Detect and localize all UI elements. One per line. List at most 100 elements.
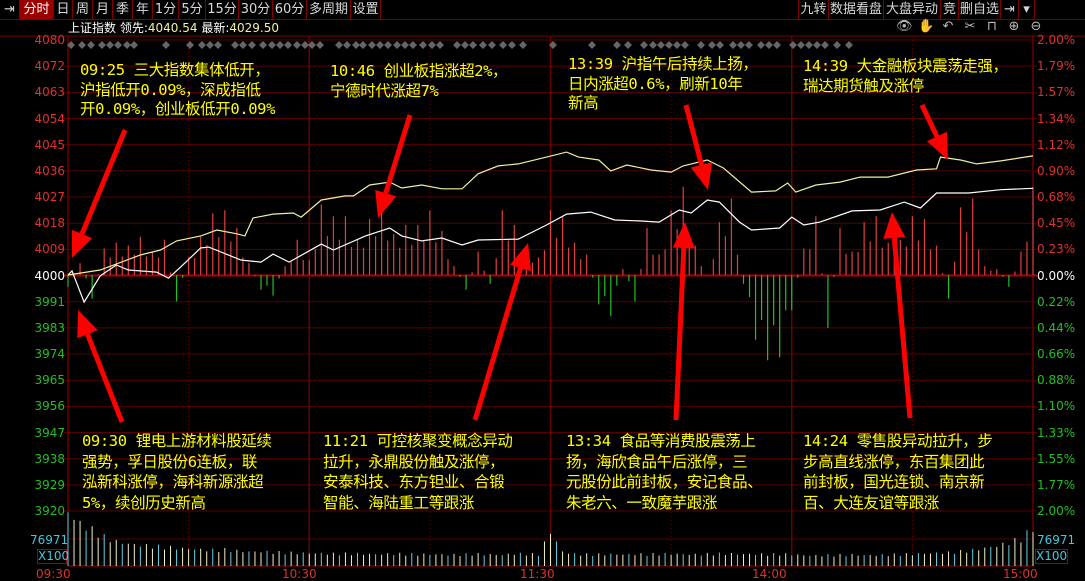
- annotation-line: 朱老六、一致魔芋跟涨: [566, 493, 718, 512]
- annotation-line: 前封板，国光连锁、南京新: [803, 473, 985, 491]
- price-axis-label: 3920: [34, 504, 65, 519]
- event-marker-diamond: [87, 41, 95, 49]
- event-marker-diamond: [428, 41, 436, 49]
- tab-1min[interactable]: 1分: [153, 0, 179, 19]
- percent-axis-label: 0.68%: [1037, 190, 1076, 205]
- annotation-line: 11:21 可控核聚变概念异动: [323, 432, 513, 450]
- lead-line: [67, 151, 1034, 276]
- zoom-in-icon[interactable]: ⊕: [1008, 19, 1020, 34]
- price-axis-label: 4072: [34, 59, 65, 74]
- arrow-head: [375, 189, 397, 218]
- pin-icon[interactable]: ⇥: [1001, 0, 1019, 19]
- scissors-icon[interactable]: ✂: [964, 19, 976, 34]
- event-marker-diamond: [376, 41, 384, 49]
- event-marker-diamond: [284, 41, 292, 49]
- arrow-shaft: [683, 104, 704, 166]
- percent-axis-label: 1.10%: [1037, 399, 1076, 414]
- annotation-arrow: [77, 310, 125, 423]
- tab-60min[interactable]: 60分: [273, 0, 307, 19]
- event-marker-diamond: [123, 41, 131, 49]
- tab-15min[interactable]: 15分: [206, 0, 239, 19]
- price-axis-label: 4063: [34, 85, 65, 100]
- price-axis-label: 4045: [34, 137, 65, 152]
- event-marker-diamond: [401, 41, 409, 49]
- event-marker-diamond: [436, 41, 444, 49]
- annotation-line: 瑞达期货触及涨停: [803, 76, 924, 95]
- tab-month[interactable]: 月: [93, 0, 113, 19]
- percent-axis-label: 1.55%: [1037, 451, 1076, 466]
- price-axis-label: 3956: [34, 399, 65, 414]
- event-marker-diamond: [231, 41, 239, 49]
- event-marker-diamond: [316, 41, 324, 49]
- hand-icon[interactable]: ✋: [918, 19, 935, 34]
- event-marker-diamond: [453, 41, 461, 49]
- annotation-line: 09:30 锂电上游材料股延续: [82, 432, 272, 450]
- price-axis-label: 3965: [34, 373, 65, 388]
- remove-watchlist-button[interactable]: 删自选: [959, 0, 1001, 19]
- volume-unit-label: X100: [37, 549, 70, 564]
- percent-axis-label: 0.45%: [1037, 216, 1076, 231]
- annotation-line: 拉升，永鼎股份触及涨停，: [323, 452, 505, 471]
- annotation-1334: 13:34 食品等消费股震荡上 扬，海欣食品午后涨停，三 元股份此前封板，安记食品、…: [566, 431, 763, 513]
- last-label: 最新:: [201, 21, 230, 35]
- auction-button[interactable]: 竞: [941, 0, 959, 19]
- event-marker-diamond: [745, 41, 753, 49]
- annotation-arrow: [883, 212, 913, 419]
- event-marker-diamond: [737, 41, 745, 49]
- event-marker-diamond: [499, 41, 507, 49]
- annotation-line: 智能、海陆重工等跟涨: [323, 493, 475, 512]
- percent-axis-label: 0.22%: [1037, 294, 1076, 309]
- tab-year[interactable]: 年: [133, 0, 153, 19]
- zoom-out-icon[interactable]: ⊖: [1030, 19, 1042, 34]
- time-label-0930: 09:30: [36, 567, 71, 581]
- percent-axis-label: 1.79%: [1037, 59, 1076, 74]
- market-movement-button[interactable]: 大盘异动: [884, 0, 941, 19]
- event-marker-diamond: [773, 41, 781, 49]
- event-marker-diamond: [343, 41, 351, 49]
- tab-quarter[interactable]: 季: [113, 0, 133, 19]
- price-axis-label: 3938: [34, 451, 65, 466]
- event-marker-diamond: [78, 41, 86, 49]
- arrow-shaft: [472, 267, 523, 421]
- tab-5min[interactable]: 5分: [179, 0, 206, 19]
- price-axis-label: 4036: [34, 163, 65, 178]
- tab-30min[interactable]: 30分: [239, 0, 273, 19]
- data-board-button[interactable]: 数据看盘: [829, 0, 884, 19]
- event-marker-diamond: [833, 41, 841, 49]
- jiuzhuan-button[interactable]: 九转: [798, 0, 829, 19]
- event-marker-diamond: [206, 41, 214, 49]
- tab-week[interactable]: 周: [73, 0, 93, 19]
- pin-icon[interactable]: ⇥: [0, 0, 20, 19]
- tab-multi-period[interactable]: 多周期: [307, 0, 351, 19]
- arrow-head: [690, 162, 713, 190]
- annotation-0930: 09:30 锂电上游材料股延续 强势，孚日股份6连板，联 泓新科涨停，海科新源涨超 5…: [82, 431, 272, 513]
- event-marker-diamond: [259, 41, 267, 49]
- percent-axis-label: 0.90%: [1037, 163, 1076, 178]
- event-marker-diamond: [393, 41, 401, 49]
- event-marker-diamond: [239, 41, 247, 49]
- undo-icon[interactable]: ↶: [942, 19, 954, 34]
- volume-mid-label-right: 76971: [1037, 533, 1076, 547]
- eye-icon[interactable]: 👁: [896, 19, 913, 34]
- annotation-arrow: [919, 103, 948, 160]
- lock-icon[interactable]: ⊓: [986, 19, 998, 34]
- annotation-line: 14:39 大金融板块震荡走强，: [803, 57, 1008, 75]
- dropdown-icon[interactable]: ▾: [1019, 0, 1035, 19]
- event-marker-diamond: [765, 41, 773, 49]
- tab-day[interactable]: 日: [54, 0, 73, 19]
- annotation-line: 强势，孚日股份6连板，联: [82, 452, 258, 471]
- annotation-line: 13:39 沪指午后持续上扬，: [568, 55, 758, 73]
- event-marker-diamond: [248, 41, 256, 49]
- event-marker-diamond: [665, 41, 673, 49]
- price-axis-label: 4054: [34, 111, 65, 126]
- percent-axis-label: 2.00%: [1037, 33, 1076, 47]
- tab-settings[interactable]: 设置: [351, 0, 381, 19]
- arrow-shaft: [919, 103, 940, 138]
- event-marker-diamond: [186, 41, 194, 49]
- tab-intraday[interactable]: 分时: [20, 0, 54, 19]
- event-marker-diamond: [789, 41, 797, 49]
- percent-axis-label: 1.57%: [1037, 85, 1076, 100]
- annotation-line: 扬，海欣食品午后涨停，三: [566, 452, 748, 471]
- annotation-arrow: [683, 104, 713, 190]
